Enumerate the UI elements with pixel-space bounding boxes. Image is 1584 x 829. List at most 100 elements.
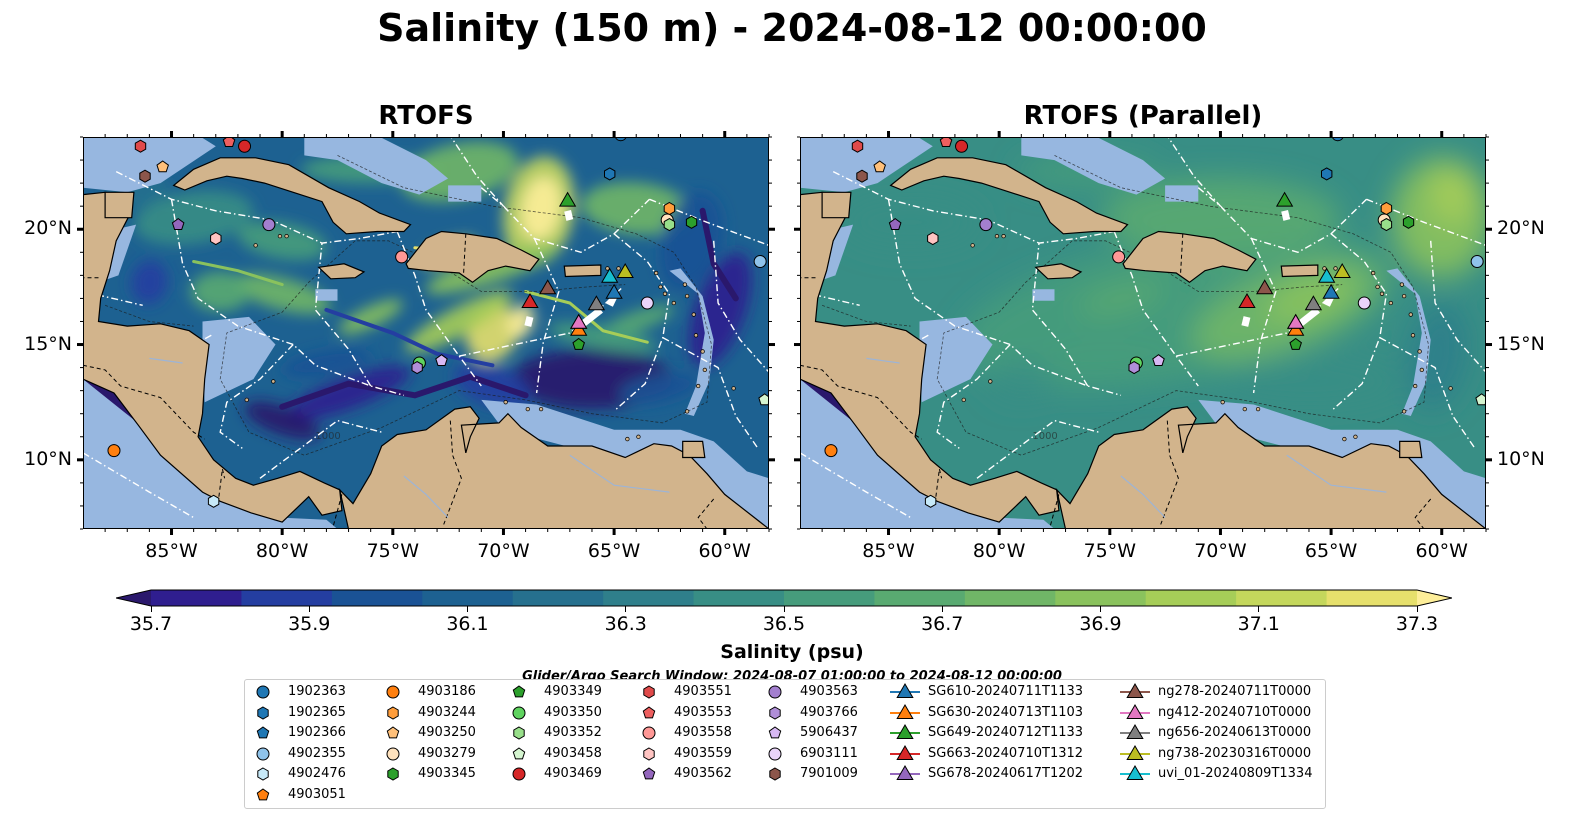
legend-label: 4903558 — [674, 725, 732, 741]
legend-marker-pentagon — [768, 726, 782, 739]
colorbar-tick-label: 36.7 — [921, 613, 964, 635]
marker-6903111 — [640, 296, 654, 310]
colorbar-segment — [964, 590, 1056, 606]
marker-ng738-20230316T0000 — [1333, 263, 1351, 278]
marker-ng278-20240711T0000 — [1256, 279, 1274, 295]
legend-label: 4903766 — [800, 704, 858, 720]
legend-label: SG649-20240712T1133 — [928, 725, 1084, 741]
legend-label: 4903551 — [674, 684, 732, 699]
legend-marker-triangle — [1120, 724, 1150, 740]
marker-4903458 — [1475, 393, 1486, 406]
marker-ng738-20230316T0000 — [616, 263, 634, 278]
marker-ng656-20240613T0000 — [587, 295, 606, 311]
legend-label: SG663-20240710T1312 — [928, 745, 1084, 761]
colorbar-tick-label: 35.7 — [129, 613, 173, 635]
marker-4903563 — [262, 218, 276, 232]
colorbar-tick-label: 36.1 — [446, 613, 489, 635]
legend-label: 4903563 — [800, 684, 858, 699]
marker-SG663-20240710T1312 — [1238, 293, 1256, 308]
legend-label: ng738-20230316T0000 — [1158, 745, 1312, 761]
svg-text:1000: 1000 — [315, 431, 340, 442]
colorbar-tick-mark — [1416, 606, 1418, 612]
colorbar-segment — [151, 590, 242, 606]
lon-tick-label: 70°W — [477, 540, 530, 562]
svg-text:1000: 1000 — [1032, 431, 1057, 442]
legend-marker-triangle — [1120, 703, 1150, 719]
legend-marker-circle — [512, 767, 526, 781]
colorbar-segment — [1236, 590, 1328, 606]
colorbar-segment — [874, 590, 966, 606]
lon-tick-label: 60°W — [1415, 540, 1468, 562]
marker-7901009 — [856, 169, 868, 183]
legend-label: 4903458 — [544, 745, 602, 761]
legend-label: 5906437 — [800, 725, 858, 741]
colorbar-segment — [331, 590, 423, 606]
marker-4903186 — [107, 444, 121, 458]
marker-1902365 — [1321, 167, 1333, 181]
marker-ng412-20240710T0000 — [570, 313, 588, 329]
panel-title-rtofs: RTOFS — [378, 101, 474, 131]
legend-marker-triangle — [1120, 744, 1150, 760]
legend-marker-pentagon — [256, 788, 270, 801]
colorbar-segment — [603, 590, 695, 606]
colorbar-tick-label: 36.3 — [604, 613, 647, 635]
legend-marker-pentagon — [386, 726, 400, 739]
marker-4903562 — [171, 217, 185, 230]
marker-4903349 — [572, 337, 585, 350]
marker-7901009 — [139, 169, 151, 183]
legend-marker-hexagon — [257, 767, 269, 781]
marker-4903345 — [685, 215, 698, 229]
legend-label: 4902355 — [288, 745, 346, 761]
marker-ng412-20240710T0000 — [1287, 313, 1305, 329]
colorbar-segment — [422, 590, 514, 606]
marker-4903553 — [222, 137, 236, 147]
marker-4903250 — [873, 160, 886, 173]
marker-4903250 — [156, 160, 169, 173]
colorbar-segment — [693, 590, 785, 606]
legend-marker-triangle — [890, 765, 920, 781]
colorbar-tick-mark — [308, 606, 310, 612]
marker-4902476 — [924, 494, 937, 508]
marker-4903562 — [888, 217, 902, 230]
colorbar-tick-mark — [783, 606, 785, 612]
marker-6903111 — [1357, 296, 1371, 310]
colorbar-tick-mark — [467, 606, 468, 612]
legend-label: 4903250 — [418, 725, 476, 741]
legend-marker-pentagon — [642, 705, 656, 718]
marker-4903558 — [1112, 250, 1126, 264]
legend-marker-hexagon — [513, 726, 525, 740]
legend-marker-pentagon — [256, 726, 270, 739]
map-panel-rtofs: 1000 — [77, 131, 775, 535]
lon-tick-label: 80°W — [972, 540, 1026, 562]
legend-marker-triangle — [890, 683, 920, 698]
colorbar-tick-mark — [941, 606, 943, 612]
marker-4903244 — [663, 201, 676, 216]
panel-title-rtofs-parallel: RTOFS (Parallel) — [1023, 101, 1263, 131]
lon-tick-label: 85°W — [862, 540, 915, 562]
chart-title: Salinity (150 m) - 2024-08-12 00:00:00 — [377, 6, 1207, 50]
legend-label: 4903553 — [674, 704, 732, 720]
marker-SG663-20240710T1312 — [521, 293, 539, 308]
marker-1902365 — [604, 167, 616, 181]
marker-4903766 — [1128, 361, 1140, 375]
colorbar-segment — [784, 590, 875, 606]
legend-label: 4903559 — [674, 745, 732, 761]
marker-4902476 — [207, 494, 220, 508]
legend-label: 4903349 — [544, 684, 602, 699]
marker-4903352 — [1380, 218, 1393, 232]
legend-marker-hexagon — [257, 706, 269, 720]
lon-tick-label: 80°W — [255, 540, 309, 562]
legend-label: uvi_01-20240809T1334 — [1158, 766, 1313, 782]
marker-4903551 — [134, 139, 147, 153]
lon-tick-label: 75°W — [1083, 540, 1137, 562]
lon-tick-label: 70°W — [1194, 540, 1247, 562]
lon-tick-label: 65°W — [587, 540, 641, 562]
legend-marker-hexagon — [643, 685, 655, 699]
legend-label: 6903111 — [800, 745, 858, 761]
legend-label: 4903279 — [418, 745, 476, 761]
colorbar-tick-mark — [625, 606, 627, 612]
legend-marker-circle — [256, 747, 270, 761]
legend-label: 7901009 — [800, 766, 858, 782]
lat-tick-label-right: 10°N — [1497, 447, 1545, 470]
legend-marker-circle — [386, 747, 400, 761]
